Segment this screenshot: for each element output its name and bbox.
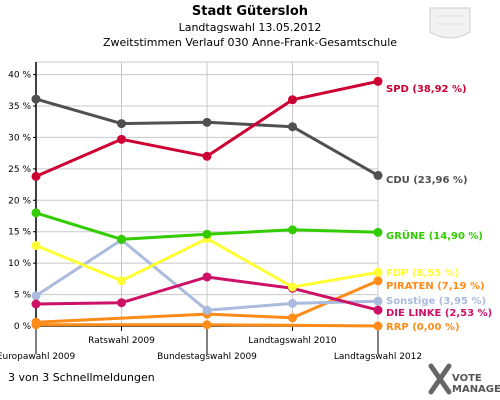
y-tick-label: 40 % (8, 71, 31, 81)
end-label-fdp: FDP (8,55 %) (386, 268, 459, 279)
end-label-sonstige: Sonstige (3,95 %) (386, 296, 486, 307)
y-axis: 0 % 5 % 10 % 15 % 20 % 25 % 30 % 35 % 40 % (8, 71, 36, 332)
data-point-rrp (373, 321, 383, 331)
data-point-sonstige (373, 296, 383, 306)
data-point-cdu (373, 170, 383, 180)
data-point-cdu (117, 119, 126, 129)
data-point-fdp (373, 267, 383, 277)
data-point-spd (288, 95, 297, 105)
data-point-cdu (288, 122, 297, 132)
data-point-fdp (288, 282, 297, 292)
data-point-gr-ne (202, 229, 212, 239)
data-point-cdu (202, 117, 212, 127)
vote-manager-logo: VOTE MANAGER (428, 363, 500, 395)
y-tick-label: 35 % (8, 102, 31, 112)
end-label-rrp: RRP (0,00 %) (386, 322, 460, 333)
y-tick-label: 25 % (8, 165, 31, 175)
data-point-piraten (288, 313, 297, 323)
chart-subtitle-district: Zweitstimmen Verlauf 030 Anne-Frank-Gesa… (103, 36, 397, 49)
chart-title: Stadt Gütersloh (192, 4, 308, 19)
data-point-cdu (31, 94, 41, 104)
chart-subtitle-date: Landtagswahl 13.05.2012 (179, 21, 322, 34)
end-label-piraten: PIRATEN (7,19 %) (386, 281, 485, 292)
data-point-gr-ne (288, 225, 297, 235)
data-point-piraten (31, 317, 41, 327)
data-point-fdp (117, 276, 126, 286)
data-point-spd (202, 151, 212, 161)
x-tick-label: Europawahl 2009 (0, 352, 76, 362)
x-tick-label: Landtagswahl 2010 (248, 336, 337, 346)
data-point-spd (117, 134, 126, 144)
data-point-gr-ne (117, 234, 126, 244)
data-point-rrp (202, 320, 212, 330)
x-tick-label: Landtagswahl 2012 (334, 352, 422, 362)
y-tick-label: 15 % (8, 228, 31, 238)
y-tick-label: 10 % (8, 259, 31, 269)
series-end-labels: RRP (0,00 %) PIRATEN (7,19 %) Sonstige (3,… (386, 84, 492, 333)
logo-line1: VOTE (452, 373, 482, 384)
data-point-die-linke (117, 298, 126, 308)
data-point-sonstige (202, 305, 212, 315)
data-point-gr-ne (31, 208, 41, 218)
y-tick-label: 5 % (14, 291, 32, 301)
data-point-die-linke (202, 272, 212, 282)
end-label-die-linke: DIE LINKE (2,53 %) (386, 308, 492, 319)
grid (35, 61, 379, 327)
coat-of-arms-icon (429, 7, 471, 39)
data-point-gr-ne (373, 227, 383, 237)
data-point-die-linke (31, 299, 41, 309)
data-point-sonstige (31, 291, 41, 301)
data-point-die-linke (373, 305, 383, 315)
y-tick-label: 20 % (8, 196, 31, 206)
series-lines (31, 76, 383, 331)
footer-text: 3 von 3 Schnellmeldungen (8, 371, 155, 384)
y-tick-label: 30 % (8, 133, 31, 143)
end-label-spd: SPD (38,92 %) (386, 84, 467, 95)
x-tick-label: Bundestagswahl 2009 (157, 352, 257, 362)
logo-line2: MANAGER (452, 384, 500, 395)
end-label-gr-ne: GRÜNE (14,90 %) (386, 228, 483, 242)
y-tick-label: 0 % (14, 322, 32, 332)
x-axis: Europawahl 2009 Ratswahl 2009Bundestagswa… (0, 326, 422, 362)
data-point-fdp (31, 241, 41, 251)
end-label-cdu: CDU (23,96 %) (386, 175, 468, 186)
data-point-sonstige (288, 298, 297, 308)
x-tick-label: Ratswahl 2009 (88, 336, 155, 346)
data-point-spd (31, 171, 41, 181)
data-point-piraten (373, 276, 383, 286)
data-point-spd (373, 76, 383, 86)
